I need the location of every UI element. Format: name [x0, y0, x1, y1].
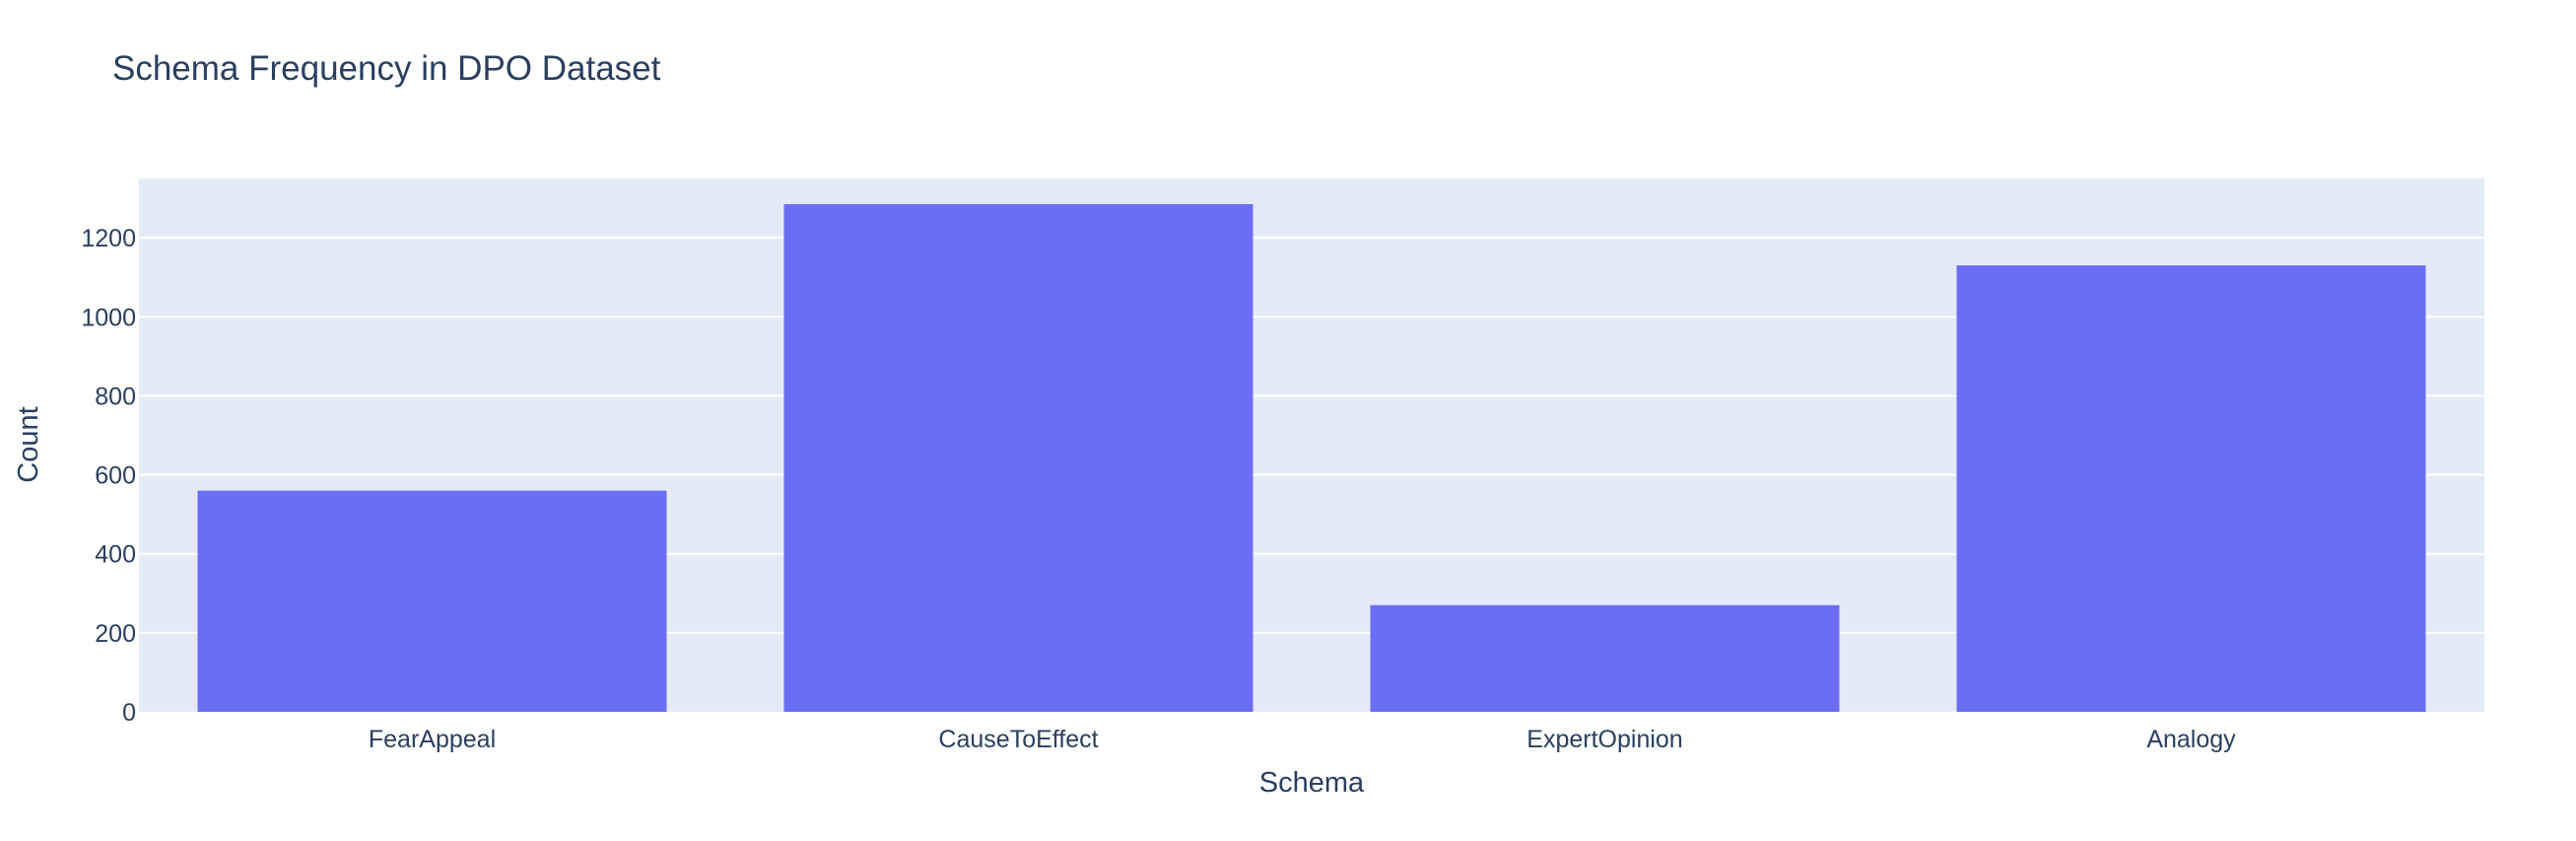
y-tick-label: 1000 — [81, 304, 136, 331]
x-tick-label: FearAppeal — [369, 726, 496, 753]
bars — [197, 204, 2426, 712]
bar-expertopinion[interactable] — [1370, 604, 1840, 712]
y-tick-label: 400 — [95, 541, 136, 569]
y-tick-label: 1200 — [81, 225, 136, 252]
x-axis-ticks: FearAppeal CauseToEffect ExpertOpinion Anal… — [369, 726, 2236, 753]
x-tick-label: Analogy — [2146, 726, 2236, 753]
chart-title: Schema Frequency in DPO Dataset — [112, 49, 661, 88]
x-tick-label: ExpertOpinion — [1526, 726, 1682, 753]
bar-fearappeal[interactable] — [197, 490, 667, 712]
bar-causetoeffect[interactable] — [783, 204, 1254, 712]
bar-analogy[interactable] — [1956, 265, 2426, 712]
x-tick-label: CauseToEffect — [938, 726, 1098, 753]
x-axis-title: Schema — [1259, 767, 1365, 799]
y-tick-label: 0 — [122, 699, 136, 727]
y-axis-title: Count — [13, 406, 44, 482]
y-axis-ticks: 0 200 400 600 800 1000 1200 — [81, 225, 136, 727]
y-tick-label: 600 — [95, 462, 136, 490]
y-tick-label: 200 — [95, 620, 136, 648]
y-tick-label: 800 — [95, 383, 136, 410]
